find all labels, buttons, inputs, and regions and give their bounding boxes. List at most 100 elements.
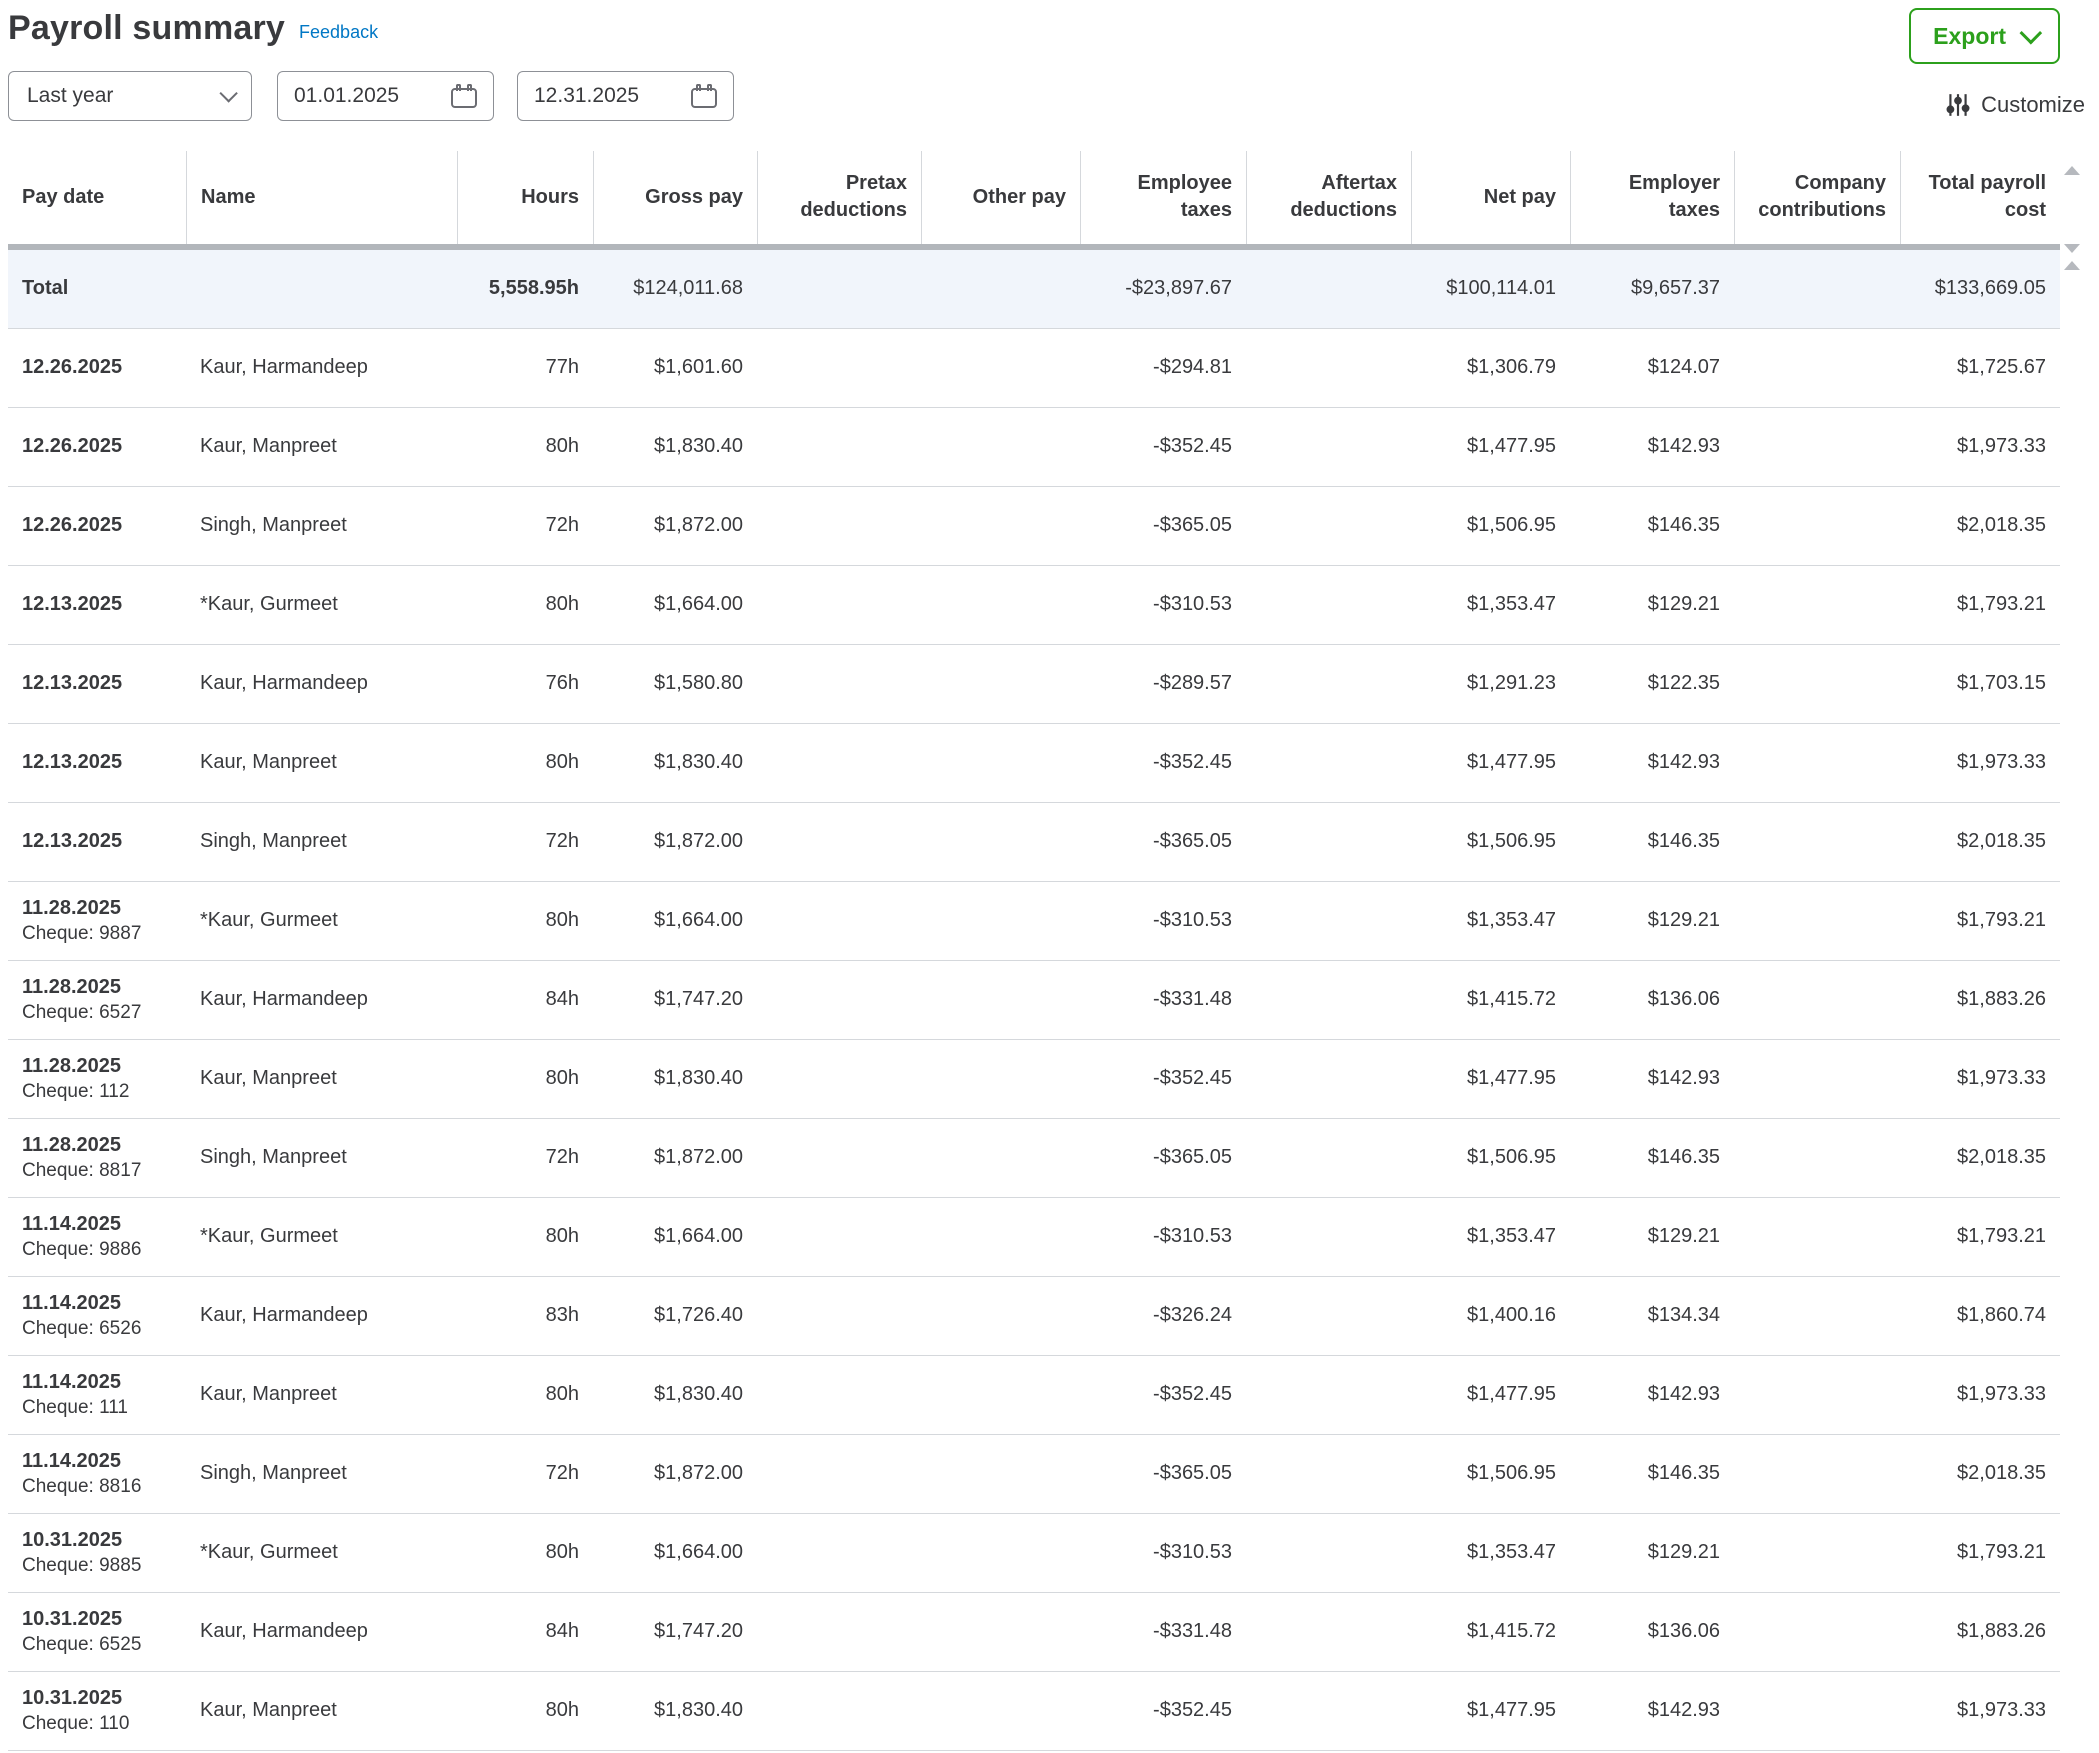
- top-bar: Payroll summary Feedback: [8, 8, 2099, 49]
- period-select[interactable]: Last year: [8, 70, 252, 121]
- column-header-gross-pay: Gross pay: [593, 150, 757, 244]
- end-date-field[interactable]: 12.31.2025: [517, 70, 734, 121]
- cell-aftertax-deductions: [1246, 645, 1411, 723]
- start-date-field[interactable]: 01.01.2025: [277, 70, 494, 121]
- cell-aftertax-deductions: [1246, 1514, 1411, 1592]
- cell-hours: 76h: [545, 672, 579, 695]
- pay-date-text: 10.31.2025: [22, 1607, 123, 1630]
- cell-employee-taxes: -$294.81: [1153, 356, 1232, 379]
- cell-hours: 83h: [545, 1304, 579, 1327]
- cell-employee-taxes: -$310.53: [1153, 1225, 1232, 1248]
- cell-company-contributions: [1734, 1040, 1900, 1118]
- cell-employer-taxes: $146.35: [1647, 1462, 1720, 1485]
- scroll-up-icon[interactable]: [2064, 261, 2080, 270]
- cell-other-pay: [921, 1514, 1080, 1592]
- page-title: Payroll summary: [8, 9, 286, 47]
- cell-net-pay: $1,353.47: [1467, 1541, 1556, 1564]
- cell-employer-taxes: $136.06: [1647, 1620, 1720, 1643]
- cell-pretax-deductions: [757, 1435, 921, 1513]
- calendar-icon[interactable]: [451, 83, 477, 108]
- scroll-down-icon[interactable]: [2064, 244, 2080, 253]
- cell-company-contributions: [1734, 724, 1900, 802]
- table-row: 12.26.2025 Kaur, Manpreet 80h $1,830.40 -$35…: [8, 408, 2060, 487]
- cell-net-pay: $1,506.95: [1467, 1462, 1556, 1485]
- cell-aftertax-deductions: [1246, 803, 1411, 881]
- cell-pretax-deductions: [757, 329, 921, 407]
- cell-total-payroll-cost: $2,018.35: [1957, 1146, 2046, 1169]
- cell-net-pay: $1,477.95: [1467, 435, 1556, 458]
- cell-employee-taxes: -$365.05: [1153, 830, 1232, 853]
- pay-date-text: 11.14.2025: [22, 1212, 121, 1235]
- column-header-total-payroll-cost: Total payroll cost: [1900, 150, 2060, 244]
- cell-total-payroll-cost: $1,793.21: [1957, 1225, 2046, 1248]
- cell-employer-taxes: $129.21: [1647, 909, 1720, 932]
- cell-company-contributions: [1734, 1672, 1900, 1750]
- cell-total-payroll-cost: $1,793.21: [1957, 593, 2046, 616]
- calendar-icon[interactable]: [691, 83, 717, 108]
- horizontal-scrollbar[interactable]: [8, 243, 2060, 250]
- cell-net-pay: $1,353.47: [1467, 593, 1556, 616]
- cell-company-contributions: [1734, 961, 1900, 1039]
- cell-employer-taxes: $122.35: [1647, 672, 1720, 695]
- table-row: 11.28.2025 Cheque: 8817 Singh, Manpreet 72h…: [8, 1119, 2060, 1198]
- total-hours: 5,558.95h: [488, 277, 579, 300]
- cell-aftertax-deductions: [1246, 1672, 1411, 1750]
- cell-employer-taxes: $142.93: [1647, 751, 1720, 774]
- total-gross-pay: $124,011.68: [633, 277, 743, 300]
- cell-pretax-deductions: [757, 1277, 921, 1355]
- cell-total-payroll-cost: $1,883.26: [1957, 988, 2046, 1011]
- cell-name: Kaur, Manpreet: [200, 1067, 337, 1090]
- cell-other-pay: [921, 724, 1080, 802]
- cell-gross-pay: $1,872.00: [654, 830, 743, 853]
- scroll-up-icon[interactable]: [2064, 166, 2080, 175]
- cell-gross-pay: $1,580.80: [654, 672, 743, 695]
- cell-pretax-deductions: [757, 724, 921, 802]
- cell-net-pay: $1,291.23: [1467, 672, 1556, 695]
- pay-date-text: 11.28.2025: [22, 1054, 121, 1077]
- cheque-number: Cheque: 6527: [22, 1001, 142, 1023]
- cell-total-payroll-cost: $1,883.26: [1957, 1620, 2046, 1643]
- cell-gross-pay: $1,664.00: [654, 1541, 743, 1564]
- cell-employer-taxes: $129.21: [1647, 1225, 1720, 1248]
- total-label: Total: [22, 277, 69, 300]
- pay-date-text: 12.13.2025: [22, 751, 123, 774]
- cell-net-pay: $1,506.95: [1467, 1146, 1556, 1169]
- cell-net-pay: $1,306.79: [1467, 356, 1556, 379]
- export-button[interactable]: Export: [1909, 8, 2060, 64]
- column-header-employer-taxes: Employer taxes: [1570, 150, 1734, 244]
- cell-name: Kaur, Harmandeep: [200, 672, 368, 695]
- cell-name: *Kaur, Gurmeet: [200, 1225, 338, 1248]
- cell-employer-taxes: $124.07: [1647, 356, 1720, 379]
- cell-total-payroll-cost: $2,018.35: [1957, 1462, 2046, 1485]
- cheque-number: Cheque: 8817: [22, 1159, 142, 1181]
- column-header-employee-taxes: Employee taxes: [1080, 150, 1246, 244]
- cell-total-payroll-cost: $1,793.21: [1957, 1541, 2046, 1564]
- export-button-label: Export: [1933, 22, 2006, 49]
- total-aftertax-deductions: [1246, 250, 1411, 328]
- cell-hours: 80h: [545, 1541, 579, 1564]
- column-header-other-pay: Other pay: [921, 150, 1080, 244]
- cell-hours: 80h: [545, 909, 579, 932]
- cell-employer-taxes: $146.35: [1647, 514, 1720, 537]
- cheque-number: Cheque: 6525: [22, 1633, 142, 1655]
- cell-employee-taxes: -$310.53: [1153, 593, 1232, 616]
- cell-employer-taxes: $142.93: [1647, 1067, 1720, 1090]
- pay-date-text: 11.28.2025: [22, 896, 121, 919]
- cell-pretax-deductions: [757, 1198, 921, 1276]
- cell-hours: 72h: [545, 1462, 579, 1485]
- cell-other-pay: [921, 1198, 1080, 1276]
- cell-gross-pay: $1,664.00: [654, 1225, 743, 1248]
- chevron-down-icon: [2019, 21, 2043, 45]
- cell-employee-taxes: -$331.48: [1153, 1620, 1232, 1643]
- cheque-number: Cheque: 9887: [22, 922, 142, 944]
- customize-label: Customize: [1981, 92, 2085, 117]
- cell-other-pay: [921, 329, 1080, 407]
- customize-button[interactable]: Customize: [1945, 92, 2085, 118]
- cell-pay-date: 12.26.2025: [8, 408, 186, 486]
- cell-net-pay: $1,353.47: [1467, 1225, 1556, 1248]
- cell-name: Singh, Manpreet: [200, 514, 347, 537]
- cell-other-pay: [921, 1435, 1080, 1513]
- cell-pay-date: 11.14.2025 Cheque: 111: [8, 1356, 186, 1434]
- feedback-link[interactable]: Feedback: [299, 22, 379, 42]
- cell-total-payroll-cost: $1,860.74: [1957, 1304, 2046, 1327]
